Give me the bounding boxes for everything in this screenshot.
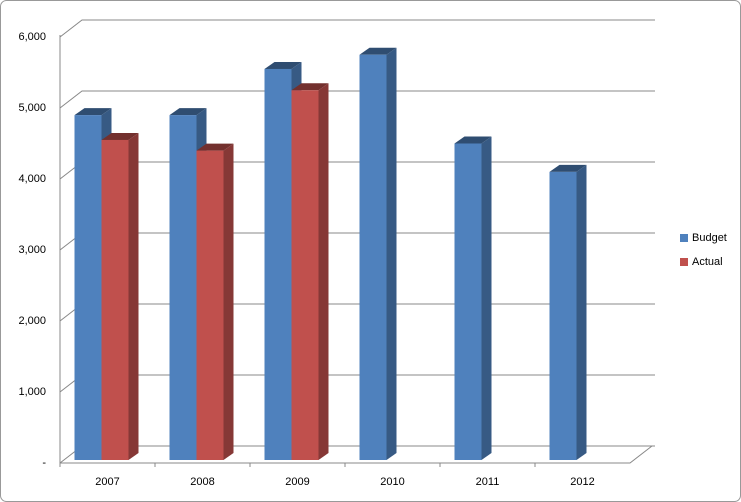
bar — [291, 90, 319, 460]
y-tick-label: - — [42, 457, 46, 469]
bar-top — [74, 108, 112, 116]
legend-swatch — [680, 234, 688, 242]
bar — [196, 150, 224, 460]
legend-label: Budget — [692, 232, 727, 244]
x-tick-label: 2012 — [570, 476, 594, 488]
bar-top — [101, 132, 139, 140]
bar-side — [318, 83, 329, 460]
bar-top — [169, 108, 207, 116]
bar-side — [223, 143, 234, 460]
grid-line — [59, 90, 655, 109]
legend-swatch — [680, 258, 688, 266]
bar-top — [359, 47, 397, 55]
legend-label: Actual — [692, 256, 723, 268]
bar-top — [549, 164, 587, 172]
bar-top — [264, 61, 302, 69]
bar — [101, 139, 129, 460]
x-tick-label: 2010 — [380, 476, 404, 488]
bar-side — [386, 47, 397, 460]
bar-side — [481, 136, 492, 460]
y-tick-label: 3,000 — [18, 244, 46, 256]
grid-line — [59, 19, 655, 38]
bar — [264, 68, 292, 460]
bar — [454, 143, 482, 460]
y-tick-label: 1,000 — [18, 386, 46, 398]
y-tick-label: 6,000 — [18, 31, 46, 43]
bar-top — [196, 143, 234, 151]
bar — [74, 115, 102, 460]
bar — [549, 171, 577, 460]
bar-top — [291, 83, 329, 91]
bar — [169, 115, 197, 460]
x-tick-label: 2008 — [190, 476, 214, 488]
y-tick-label: 4,000 — [18, 173, 46, 185]
x-tick-label: 2009 — [285, 476, 309, 488]
x-tick-label: 2007 — [95, 476, 119, 488]
y-tick-label: 2,000 — [18, 315, 46, 327]
bar-top — [454, 136, 492, 144]
x-tick-label: 2011 — [476, 476, 500, 488]
bar — [359, 54, 387, 460]
bar-side — [128, 132, 139, 460]
y-tick-label: 5,000 — [18, 102, 46, 114]
bar-side — [576, 164, 587, 460]
